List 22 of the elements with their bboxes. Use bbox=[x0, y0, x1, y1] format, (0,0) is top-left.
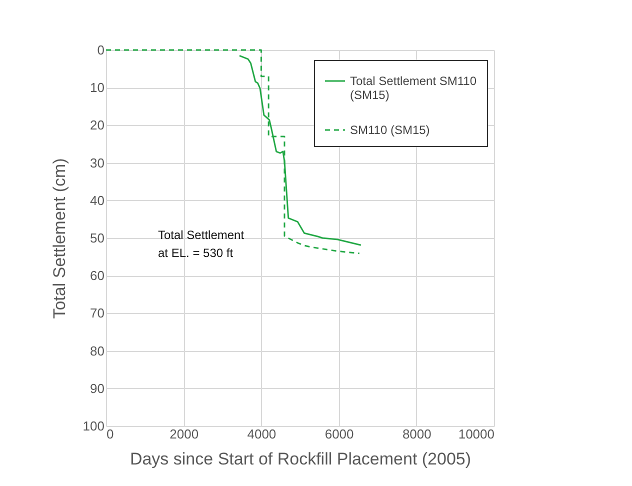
y-tick-label: 40 bbox=[90, 192, 104, 208]
y-tick-label: 0 bbox=[97, 42, 104, 58]
y-tick-label: 90 bbox=[90, 380, 104, 396]
y-tick-label: 20 bbox=[90, 118, 104, 133]
x-tick-label: 4000 bbox=[247, 426, 276, 442]
y-tick-label: 10 bbox=[90, 80, 104, 96]
y-tick-label: 100 bbox=[82, 418, 104, 434]
y-tick-label: 60 bbox=[90, 268, 104, 284]
y-axis-title: Total Settlement (cm) bbox=[50, 158, 69, 319]
y-tick-label: 70 bbox=[90, 306, 104, 321]
x-tick-label: 0 bbox=[106, 426, 114, 442]
x-tick-label: 10000 bbox=[458, 426, 494, 442]
legend-label: Total Settlement SM110 (SM15) bbox=[350, 74, 477, 102]
y-tick-label: 80 bbox=[90, 343, 104, 358]
legend-label: SM110 (SM15) bbox=[350, 123, 430, 137]
x-tick-label: 8000 bbox=[402, 426, 432, 442]
y-tick-label: 50 bbox=[90, 230, 104, 246]
annotation: Total Settlement at EL. = 530 ft bbox=[158, 228, 245, 260]
x-tick-label: 6000 bbox=[324, 426, 354, 442]
x-tick-label: 2000 bbox=[170, 426, 199, 442]
x-axis-title: Days since Start of Rockfill Placement (2005) bbox=[130, 450, 472, 468]
y-tick-label: 30 bbox=[90, 155, 104, 170]
